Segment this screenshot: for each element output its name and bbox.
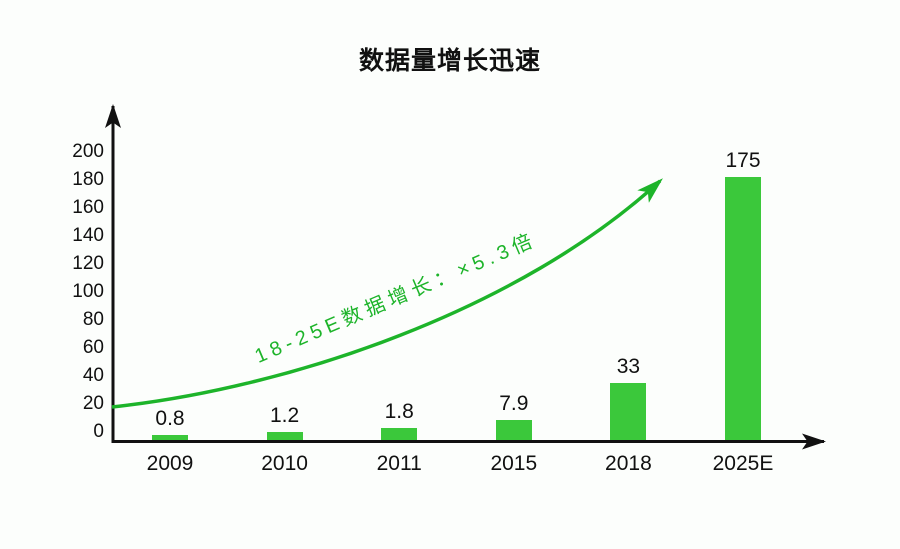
bar-2011 [381, 428, 418, 440]
bar-2009 [152, 434, 188, 440]
y-tick-label: 200 [72, 141, 104, 162]
y-tick-label: 0 [93, 421, 104, 442]
growth-annotation: 18-25E数据增长：×5.3倍 [251, 228, 541, 368]
y-tick-label: 60 [82, 337, 104, 358]
x-tick-label: 2010 [261, 452, 308, 475]
y-tick-label: 140 [72, 225, 104, 246]
y-tick-label: 100 [72, 281, 104, 302]
bar-2025E [725, 177, 761, 440]
x-tick-label: 2025E [712, 452, 774, 475]
bar-value-label: 1.8 [384, 400, 414, 424]
x-tick-label: 2011 [376, 452, 422, 475]
y-tick-label: 20 [82, 393, 104, 414]
bar-value-label: 33 [616, 355, 641, 379]
y-tick-label: 120 [72, 253, 104, 274]
bar-value-label: 0.8 [155, 406, 185, 430]
y-tick-label: 180 [72, 169, 104, 190]
x-tick-label: 2015 [490, 452, 538, 475]
bar-value-label: 175 [725, 149, 761, 173]
x-tick-label: 2009 [146, 452, 194, 475]
y-tick-label: 40 [82, 365, 104, 386]
bar-value-label: 1.2 [269, 404, 300, 428]
bar-value-label: 7.9 [499, 391, 529, 415]
chart-title: 数据量增长迅速 [358, 47, 541, 75]
y-tick-label: 160 [72, 197, 104, 218]
bar-2018 [610, 383, 647, 440]
bar-2010 [266, 432, 303, 440]
y-tick-label: 80 [82, 309, 104, 330]
x-tick-label: 2018 [605, 452, 652, 475]
bar-2015 [495, 419, 532, 440]
